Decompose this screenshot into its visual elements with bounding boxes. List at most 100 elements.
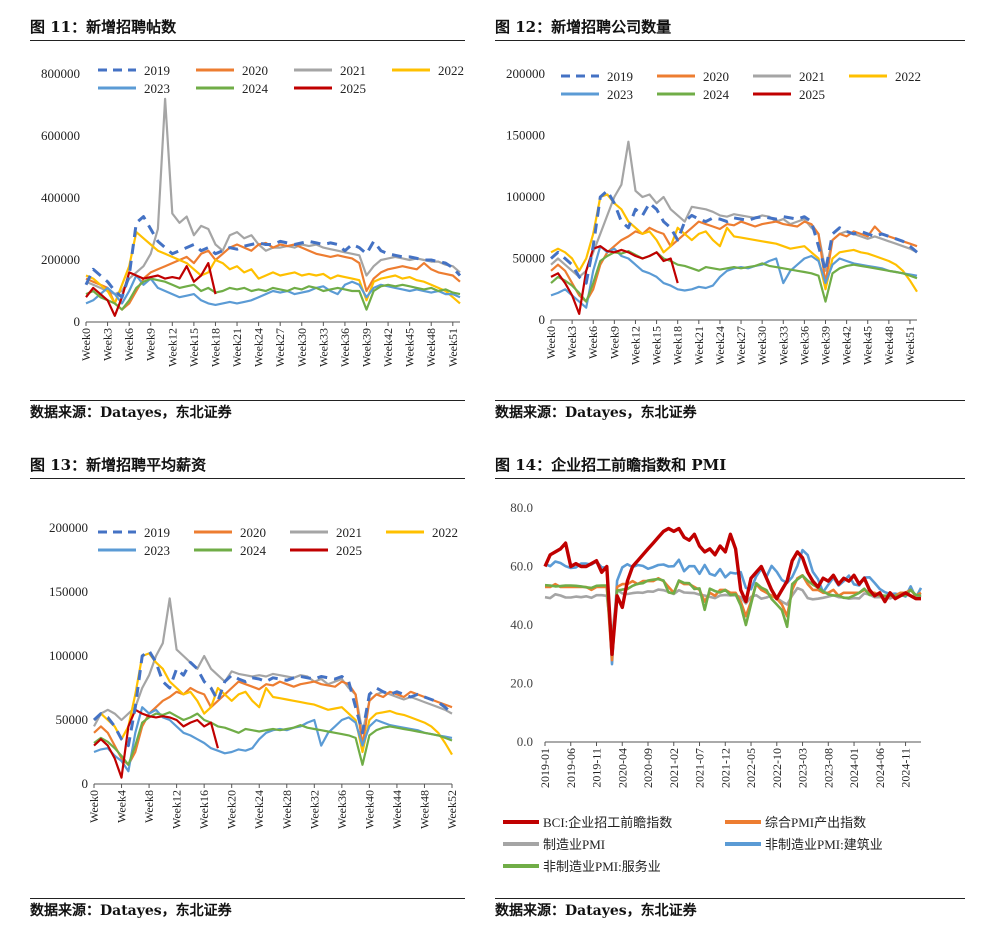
y-tick-label: 200000 — [506, 66, 545, 81]
x-tick-label: Week24 — [713, 326, 727, 365]
x-tick-label: 2023-03 — [796, 748, 810, 788]
x-tick-label: Week28 — [280, 790, 294, 829]
x-tick-label: Week3 — [565, 326, 579, 359]
x-tick-label: 2024-01 — [847, 748, 861, 788]
x-tick-label: Week36 — [797, 326, 811, 365]
x-tick-label: Week15 — [650, 326, 664, 365]
x-tick-label: Week8 — [142, 790, 156, 823]
legend-label: BCI:企业招工前瞻指数 — [543, 815, 672, 830]
series-line-2019 — [84, 215, 462, 299]
figure-13-title: 图 13：新增招聘平均薪资 — [30, 456, 207, 474]
x-tick-label: Week18 — [208, 328, 222, 367]
series-line-2021 — [85, 97, 461, 296]
legend-label-2022: 2022 — [438, 63, 464, 78]
x-tick-label: Week48 — [417, 790, 431, 829]
y-tick-label: 20.0 — [510, 676, 533, 691]
legend-label: 非制造业PMI:服务业 — [543, 859, 661, 874]
legend-label-2024: 2024 — [240, 543, 267, 558]
x-tick-label: 2020-09 — [641, 748, 655, 788]
y-tick-label: 400000 — [41, 190, 80, 205]
figure-12-source: 数据来源：Datayes，东北证券 — [495, 405, 697, 421]
series-line-2023 — [93, 706, 453, 773]
x-tick-label: Week39 — [819, 326, 833, 365]
source-rule — [30, 400, 465, 401]
y-tick-label: 800000 — [41, 66, 80, 81]
x-tick-label: 2024-11 — [899, 748, 913, 788]
series-line-2021 — [550, 140, 918, 278]
series-line-2019 — [92, 649, 454, 748]
x-tick-label: 2022-05 — [744, 748, 758, 788]
legend-label-2020: 2020 — [242, 63, 268, 78]
x-tick-label: Week9 — [607, 326, 621, 359]
x-tick-label: Week0 — [544, 326, 558, 359]
x-tick-label: Week12 — [170, 790, 184, 829]
x-tick-label: Week27 — [734, 326, 748, 365]
legend-label-2019: 2019 — [607, 69, 633, 84]
series-line-2024 — [85, 277, 461, 311]
series-line-2025 — [93, 708, 219, 779]
legend-label-2025: 2025 — [799, 87, 825, 102]
series-line-2022 — [550, 193, 918, 293]
figure-13-source: 数据来源：Datayes，东北证券 — [30, 903, 232, 919]
x-tick-label: Week20 — [225, 790, 239, 829]
x-tick-label: Week6 — [586, 326, 600, 359]
x-tick-label: Week44 — [390, 790, 404, 829]
legend-label-2021: 2021 — [340, 63, 366, 78]
x-tick-label: Week4 — [115, 790, 129, 823]
legend-label-2019: 2019 — [144, 525, 170, 540]
x-tick-label: Week40 — [362, 790, 376, 829]
x-tick-label: Week24 — [252, 328, 266, 367]
legend-label-2023: 2023 — [144, 543, 170, 558]
legend-label-2021: 2021 — [799, 69, 825, 84]
x-tick-label: Week27 — [273, 328, 287, 367]
legend-label: 制造业PMI — [543, 837, 605, 852]
figure-14-source: 数据来源：Datayes，东北证券 — [495, 903, 697, 919]
legend-label-2023: 2023 — [144, 81, 170, 96]
figure-12-chart: 2019 2020 2021 2022 2023 2024 2025 0 50000 100000… — [506, 66, 921, 365]
x-tick-label: Week42 — [381, 328, 395, 367]
x-tick-label: Week16 — [197, 790, 211, 829]
x-tick-label: Week51 — [446, 328, 460, 367]
figure-11-chart: 2019 2020 2021 2022 2023 2024 2025 0 200000 40000… — [41, 63, 464, 367]
figure-13-panel: 图 13：新增招聘平均薪资 2019 2020 2021 2022 2023 2024 20… — [30, 448, 465, 928]
title-rule — [30, 478, 465, 479]
x-tick-label: Week6 — [122, 328, 136, 361]
x-tick-label: Week48 — [882, 326, 896, 365]
y-tick-label: 80.0 — [510, 500, 533, 515]
y-tick-label: 600000 — [41, 128, 80, 143]
x-tick-label: Week24 — [252, 790, 266, 829]
legend-label-2019: 2019 — [144, 63, 170, 78]
figure-14-chart: 0.0 20.0 40.0 60.0 80.0 2019-01 2019-06 2019-11… — [503, 500, 923, 874]
legend-label-2024: 2024 — [703, 87, 730, 102]
x-tick-label: Week30 — [295, 328, 309, 367]
title-rule — [30, 40, 465, 41]
y-tick-label: 200000 — [41, 252, 80, 267]
x-tick-label: 2021-07 — [693, 748, 707, 788]
x-tick-label: 2019-06 — [564, 748, 578, 788]
y-tick-label: 40.0 — [510, 617, 533, 632]
x-tick-label: Week52 — [445, 790, 459, 829]
y-tick-label: 0 — [539, 312, 546, 327]
x-tick-label: Week33 — [316, 328, 330, 367]
series-line-2020 — [85, 241, 461, 311]
x-tick-label: Week33 — [776, 326, 790, 365]
x-tick-label: 2021-12 — [718, 748, 732, 788]
x-tick-label: 2022-10 — [770, 748, 784, 788]
source-rule — [30, 898, 465, 899]
y-tick-label: 50000 — [513, 251, 546, 266]
series-line-非制造业PMI:建筑业 — [544, 548, 923, 666]
legend-label-2025: 2025 — [336, 543, 362, 558]
legend-label-2022: 2022 — [432, 525, 458, 540]
series-line-2019 — [550, 189, 918, 285]
figure-12-title: 图 12：新增招聘公司数量 — [495, 18, 672, 36]
y-tick-label: 100000 — [506, 189, 545, 204]
source-rule — [495, 400, 965, 401]
x-tick-label: Week30 — [755, 326, 769, 365]
y-tick-label: 0.0 — [517, 734, 533, 749]
x-tick-label: 2023-08 — [821, 748, 835, 788]
y-tick-label: 0 — [82, 776, 89, 791]
figure-13-chart: 2019 2020 2021 2022 2023 2024 2025 0 50000 100000… — [49, 520, 459, 829]
y-tick-label: 60.0 — [510, 559, 533, 574]
series-line-2023 — [550, 245, 918, 309]
figure-14-panel: 图 14：企业招工前瞻指数和 PMI 0.0 20.0 40.0 60.0 80.0 20… — [495, 448, 965, 928]
